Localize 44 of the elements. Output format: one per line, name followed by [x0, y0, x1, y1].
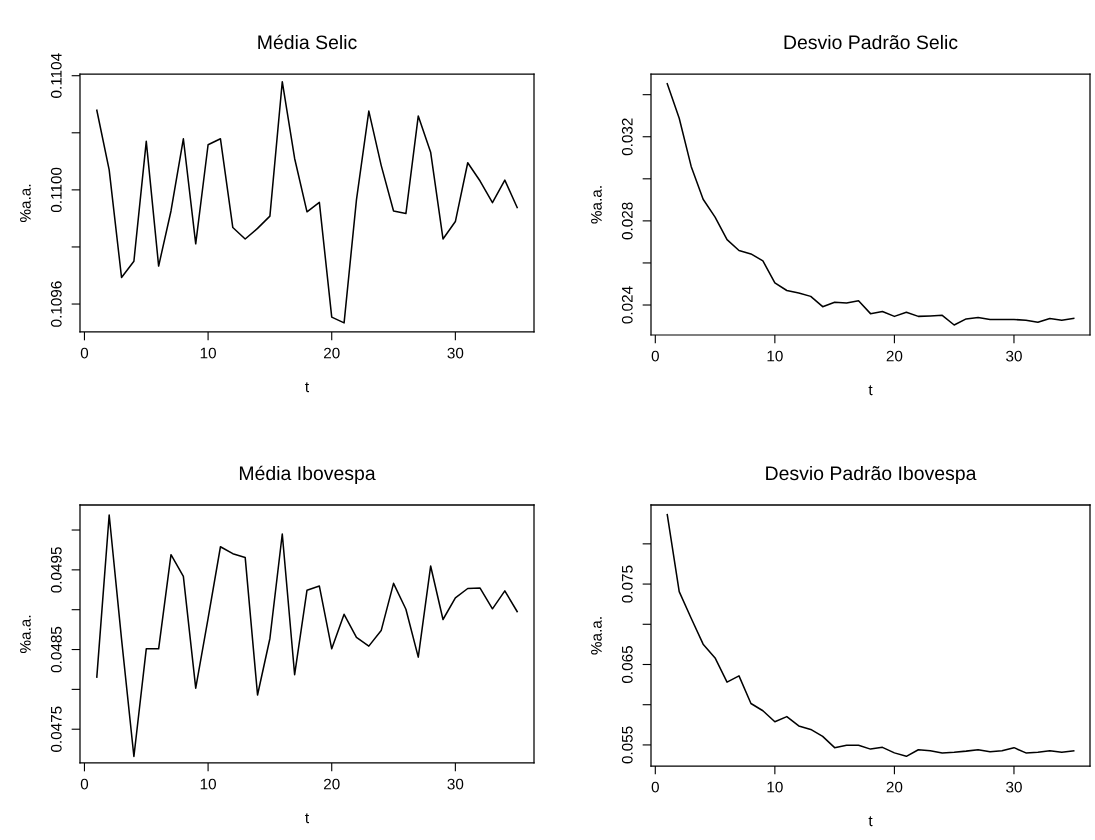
- y-axis-title: %a.a.: [591, 617, 602, 655]
- x-tick-label: 20: [886, 781, 903, 793]
- y-tick-label: 0.028: [621, 202, 633, 240]
- y-tick-label: 0.065: [621, 646, 633, 684]
- y-tick-label: 0.0485: [50, 626, 62, 673]
- x-tick-label: 30: [1006, 350, 1022, 362]
- x-axis-title: t: [305, 813, 310, 824]
- x-tick-label: 20: [324, 347, 340, 359]
- line-series: [96, 80, 518, 324]
- y-tick-label: 0.1100: [50, 167, 62, 213]
- x-tick-label: 0: [80, 778, 89, 790]
- y-tick-label: 0.024: [621, 286, 633, 324]
- x-tick-label: 0: [80, 347, 89, 359]
- x-axis-title: t: [305, 382, 310, 393]
- x-tick-label: 0: [651, 781, 659, 793]
- chart-title: Média Ibovespa: [239, 465, 376, 485]
- y-tick-label: 0.1104: [50, 53, 62, 98]
- x-tick-label: 30: [447, 347, 464, 359]
- y-tick-label: 0.0475: [50, 706, 62, 752]
- y-tick-label: 0.032: [621, 118, 633, 156]
- x-tick-label: 10: [767, 350, 783, 362]
- y-axis-title: %a.a.: [20, 184, 31, 222]
- y-tick-label: 0.075: [621, 565, 633, 603]
- x-tick-label: 10: [200, 778, 216, 790]
- line-series: [666, 82, 1075, 326]
- line-series: [96, 514, 518, 758]
- y-tick-label: 0.0495: [50, 547, 62, 593]
- x-tick-label: 20: [324, 778, 340, 790]
- x-tick-label: 10: [200, 347, 216, 359]
- x-axis-title: t: [868, 385, 873, 396]
- chart-title: Desvio Padrão Ibovespa: [766, 465, 977, 485]
- x-tick-label: 20: [886, 350, 903, 362]
- y-tick-label: 0.1096: [50, 281, 62, 327]
- chart-title: Desvio Padrão Selic: [784, 34, 958, 50]
- chart-title: Média Selic: [258, 34, 357, 50]
- y-tick-label: 0.055: [621, 726, 633, 764]
- y-axis-title: %a.a.: [20, 615, 31, 653]
- line-series: [666, 513, 1075, 758]
- x-tick-label: 30: [447, 778, 464, 790]
- y-axis-title: %a.a.: [591, 186, 602, 224]
- x-axis-title: t: [868, 816, 873, 827]
- x-tick-label: 10: [767, 781, 783, 793]
- x-tick-label: 30: [1006, 781, 1022, 793]
- x-tick-label: 0: [651, 350, 659, 362]
